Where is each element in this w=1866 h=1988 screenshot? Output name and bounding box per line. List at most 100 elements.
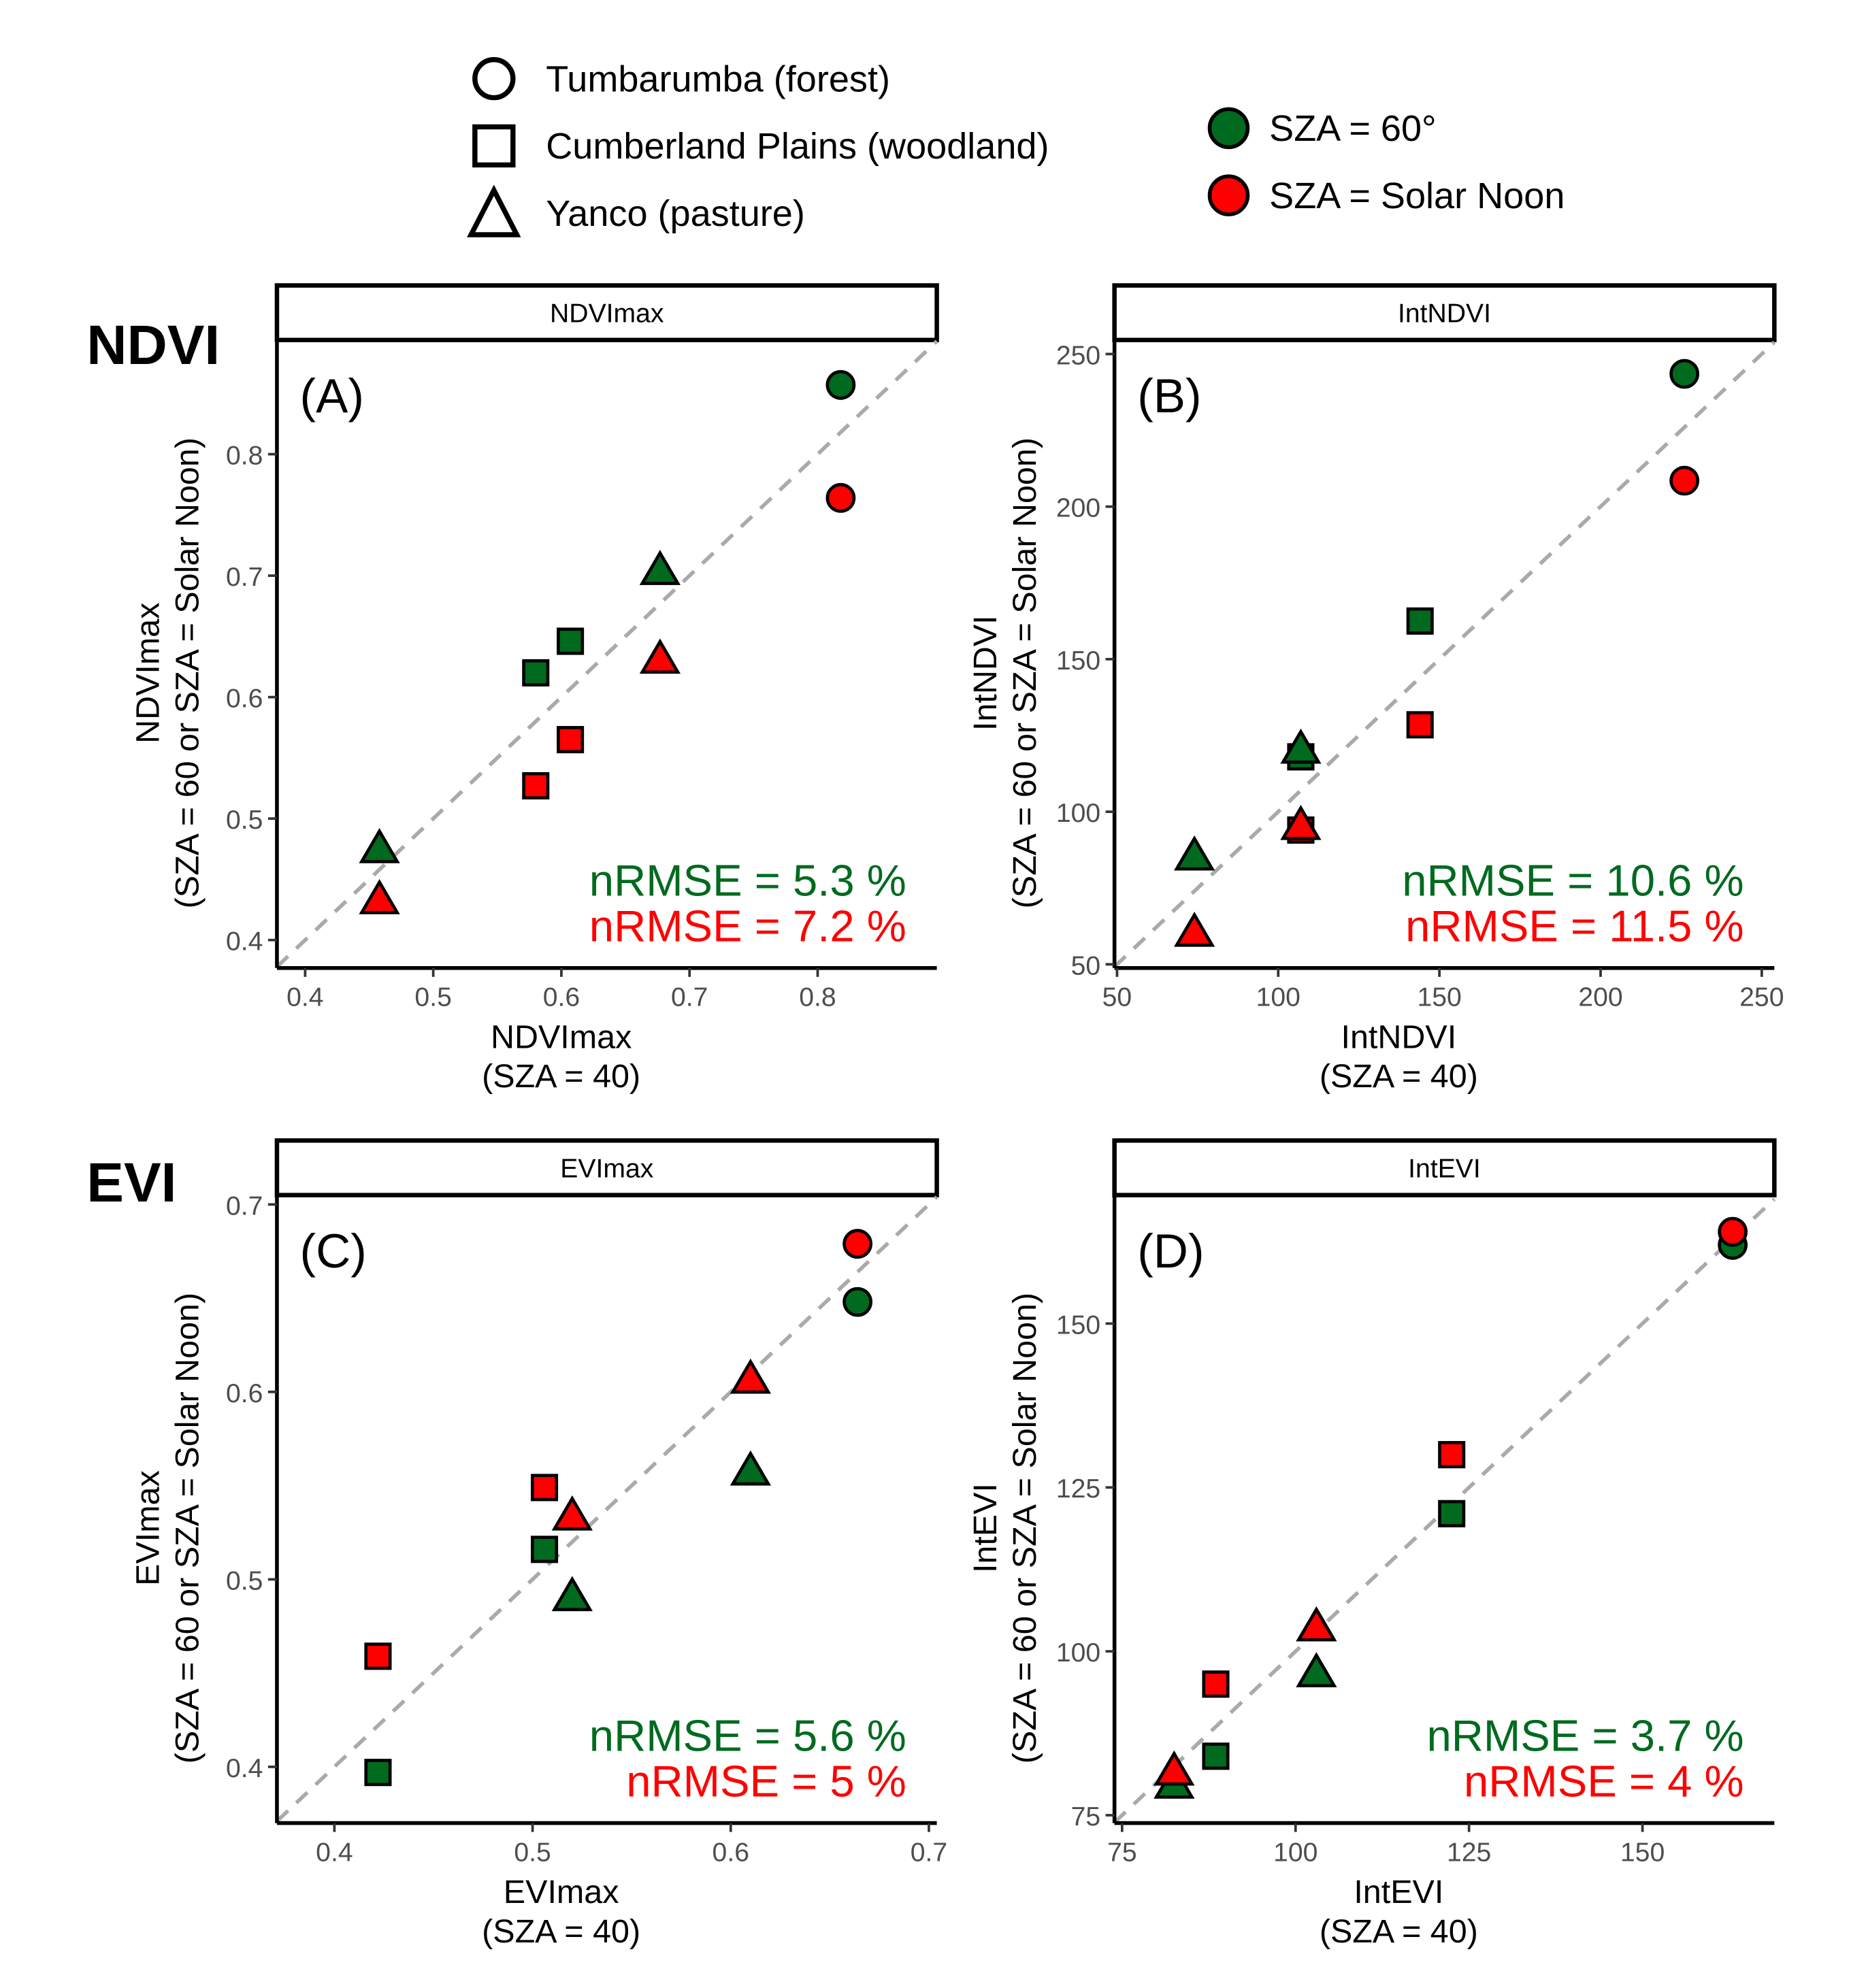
point-circle-sza60	[1669, 359, 1700, 389]
legend-label: SZA = 60°	[1269, 108, 1437, 149]
x-tick-label: 50	[1102, 983, 1132, 1012]
strip-box	[274, 1138, 939, 1197]
point-triangle-solar-noon	[1280, 804, 1322, 840]
point-triangle-solar-noon	[1153, 1750, 1195, 1786]
y-tick-label: 100	[1056, 1638, 1100, 1668]
x-tick-label: 0.5	[514, 1838, 551, 1868]
x-axis-title: IntNDVI	[1341, 1018, 1456, 1055]
x-tick-label: 250	[1739, 983, 1784, 1012]
x-tick-label: 200	[1578, 983, 1622, 1012]
panel-label: (D)	[1137, 1225, 1204, 1278]
nrmse-solar-noon: nRMSE = 7.2 %	[589, 901, 906, 951]
legend-colors: SZA = 60° SZA = Solar Noon	[1207, 107, 1565, 216]
point-square-sza60	[1438, 1500, 1466, 1527]
legend-shapes: Tumbarumba (forest) Cumberland Plains (w…	[467, 56, 1049, 237]
point-square-sza60	[531, 1536, 559, 1563]
strip-box	[1112, 283, 1777, 343]
legend-square-icon	[472, 124, 516, 168]
x-axis-title: EVImax	[504, 1874, 619, 1910]
panel-label: (B)	[1137, 369, 1201, 423]
panel-IntNDVI: IntNDVI 50 100 150 200 250 50 100 150 200 250 IntND…	[967, 283, 1784, 1095]
point-circle-solar-noon	[1718, 1216, 1748, 1247]
nrmse-sza60: nRMSE = 5.3 %	[589, 855, 906, 905]
y-tick-label: 0.7	[226, 1191, 263, 1221]
y-tick-label: 0.8	[226, 441, 263, 470]
x-tick-label: 0.4	[316, 1838, 353, 1868]
strip-label: IntNDVI	[1398, 299, 1491, 329]
x-tick-label: 100	[1256, 983, 1300, 1012]
x-tick-label: 0.8	[799, 983, 836, 1012]
point-triangle-sza60	[1280, 728, 1322, 764]
nrmse-solar-noon: nRMSE = 5 %	[626, 1756, 906, 1806]
one-to-one-line	[1113, 340, 1776, 969]
strip-label: NDVImax	[550, 299, 664, 329]
point-triangle-sza60	[1296, 1652, 1337, 1687]
row-label-ndvi: NDVI	[86, 314, 220, 376]
point-square-sza60	[1202, 1742, 1230, 1770]
panel-label: (A)	[300, 369, 364, 423]
y-tick-label: 0.5	[226, 806, 263, 835]
panel-label: (C)	[300, 1225, 367, 1278]
point-circle-sza60	[842, 1287, 873, 1317]
point-square-solar-noon	[522, 772, 550, 800]
y-axis-subtitle: (SZA = 60 or SZA = Solar Noon)	[169, 437, 206, 908]
point-triangle-solar-noon	[730, 1358, 772, 1394]
x-tick-label: 75	[1107, 1838, 1137, 1868]
x-tick-label: 150	[1620, 1838, 1665, 1868]
point-square-solar-noon	[1438, 1441, 1466, 1469]
strip-label: EVImax	[560, 1154, 653, 1183]
legend-green-dot-icon	[1207, 107, 1250, 150]
legend-red-dot-icon	[1207, 174, 1250, 216]
x-tick-label: 0.6	[713, 1838, 749, 1868]
x-axis-title: IntEVI	[1354, 1874, 1443, 1910]
point-circle-solar-noon	[842, 1229, 873, 1259]
y-axis-subtitle: (SZA = 60 or SZA = Solar Noon)	[1006, 1293, 1043, 1763]
point-triangle-sza60	[730, 1450, 772, 1486]
point-triangle-solar-noon	[1296, 1606, 1337, 1642]
point-square-solar-noon	[1406, 711, 1434, 739]
x-tick-label: 0.6	[543, 983, 580, 1012]
y-tick-label: 125	[1056, 1474, 1100, 1504]
point-triangle-solar-noon	[551, 1495, 593, 1531]
y-tick-label: 0.4	[226, 1754, 263, 1783]
x-tick-label: 100	[1273, 1838, 1317, 1868]
point-triangle-solar-noon	[639, 638, 681, 674]
y-tick-label: 150	[1056, 646, 1100, 676]
legend-label: Tumbarumba (forest)	[546, 59, 890, 99]
strip-box	[274, 283, 939, 343]
nrmse-sza60: nRMSE = 10.6 %	[1402, 855, 1744, 905]
y-axis-title: NDVImax	[130, 603, 167, 744]
y-tick-label: 75	[1071, 1802, 1101, 1832]
point-square-sza60	[557, 627, 585, 655]
y-axis-title: IntEVI	[967, 1483, 1004, 1573]
point-triangle-solar-noon	[359, 878, 400, 914]
strip-label: IntEVI	[1408, 1154, 1481, 1183]
point-triangle-sza60	[639, 550, 681, 585]
point-triangle-sza60	[551, 1576, 593, 1612]
nrmse-solar-noon: nRMSE = 11.5 %	[1405, 901, 1744, 951]
legend-label: Yanco (pasture)	[546, 193, 805, 234]
point-circle-solar-noon	[1669, 465, 1700, 496]
y-tick-label: 0.6	[226, 684, 263, 714]
y-tick-label: 0.5	[226, 1566, 263, 1595]
point-square-solar-noon	[557, 726, 585, 754]
x-tick-label: 0.7	[911, 1838, 947, 1868]
strip-box	[1112, 1138, 1777, 1197]
row-label-evi: EVI	[86, 1152, 176, 1214]
point-square-sza60	[364, 1759, 392, 1787]
y-tick-label: 50	[1071, 951, 1101, 980]
y-axis-subtitle: (SZA = 60 or SZA = Solar Noon)	[1006, 437, 1043, 908]
y-tick-label: 200	[1056, 494, 1100, 523]
nrmse-sza60: nRMSE = 3.7 %	[1427, 1710, 1744, 1760]
point-square-solar-noon	[531, 1474, 559, 1502]
point-square-solar-noon	[1202, 1670, 1230, 1698]
y-tick-label: 100	[1056, 799, 1100, 828]
panel-NDVImax: NDVImax 0.4 0.5 0.6 0.7 0.8 0.4 0.5 0.6 0.7 0.8 NDV…	[130, 283, 939, 1095]
y-tick-label: 0.7	[226, 563, 263, 592]
point-triangle-solar-noon	[1173, 911, 1215, 947]
x-tick-label: 0.4	[287, 983, 323, 1012]
nrmse-sza60: nRMSE = 5.6 %	[589, 1710, 906, 1760]
